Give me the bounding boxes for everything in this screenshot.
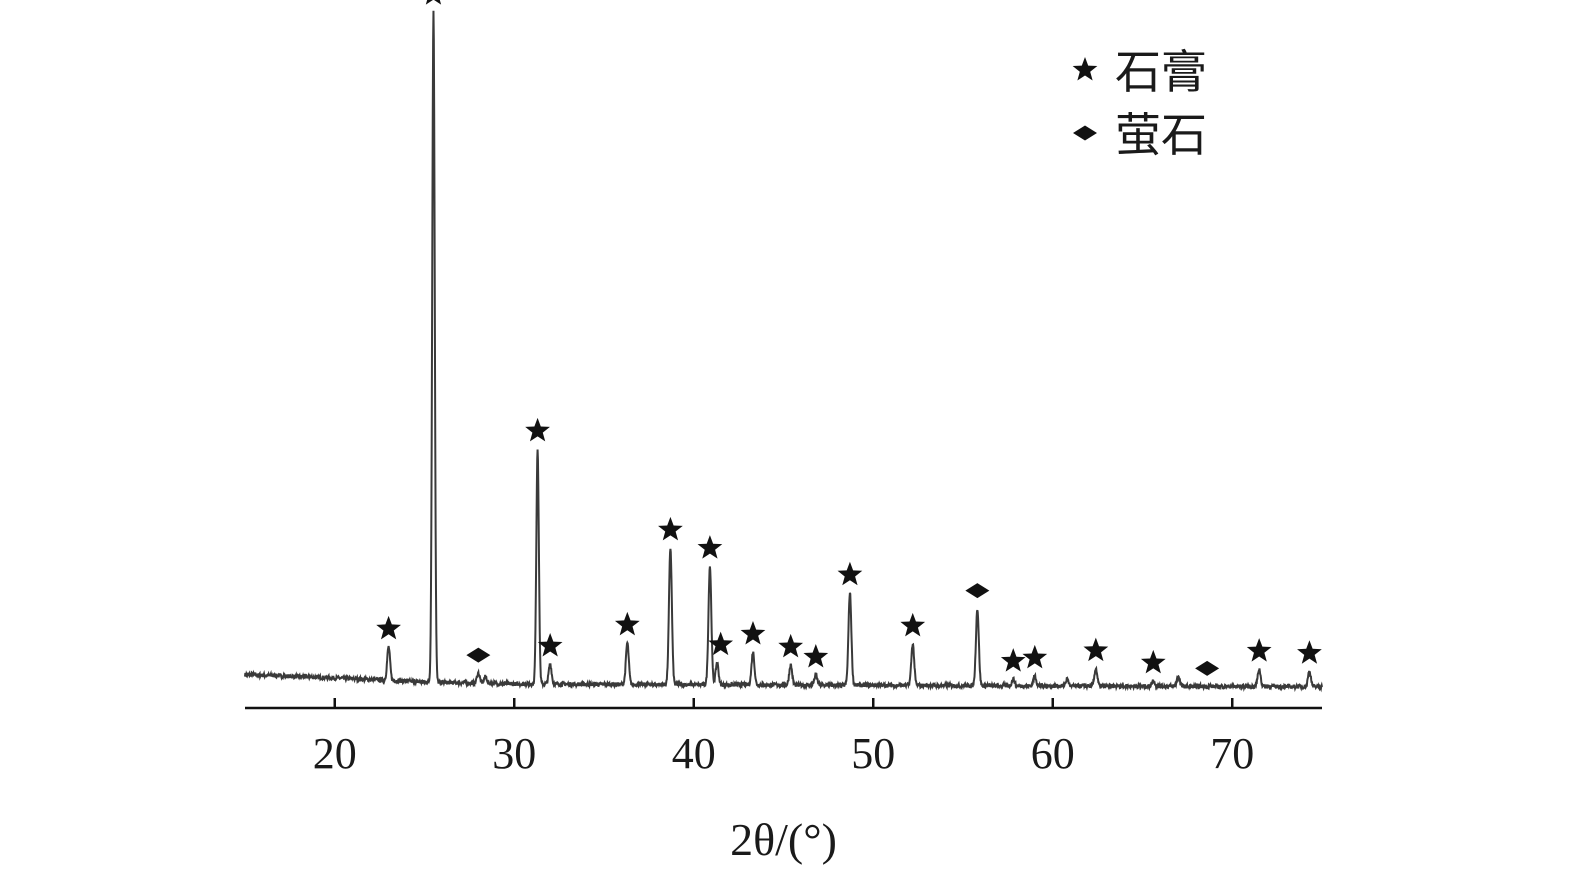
x-ticks: 20 30 40 50 60 70 (313, 698, 1254, 778)
peak-diamond-icon (965, 583, 990, 599)
peak-star-icon (1083, 637, 1109, 662)
peak-star-icon (614, 611, 640, 636)
peak-star-icon (525, 417, 550, 442)
legend-diamond-icon (1073, 125, 1097, 141)
peak-star-icon (1140, 649, 1166, 674)
legend-label-gypsum: 石膏 (1115, 45, 1207, 99)
peak-star-icon (697, 535, 723, 559)
peak-star-icon (537, 633, 563, 657)
x-tick-label: 70 (1210, 729, 1254, 778)
peak-diamond-icon (1195, 660, 1220, 676)
peak-star-icon (900, 612, 926, 637)
peak-star-icon (803, 644, 829, 668)
x-tick-label: 50 (851, 729, 895, 778)
peak-star-icon (1000, 648, 1026, 672)
legend-item-fluorite: 萤石 (1073, 108, 1207, 162)
legend-star-icon (1072, 57, 1098, 81)
peak-markers (376, 0, 1322, 676)
x-tick-label: 30 (492, 729, 536, 778)
xrd-pattern-line (244, 10, 1323, 693)
legend-label-fluorite: 萤石 (1115, 108, 1207, 162)
peak-star-icon (1246, 638, 1272, 662)
legend-diamond-shape (1073, 125, 1097, 141)
x-tick-label: 20 (313, 729, 357, 778)
peak-star-icon (778, 633, 804, 658)
peak-star-icon (740, 621, 766, 645)
peak-star-icon (658, 516, 683, 541)
peak-star-icon (1022, 644, 1048, 669)
legend-item-gypsum: 石膏 (1072, 45, 1207, 99)
legend: 石膏 萤石 (1072, 45, 1207, 162)
peak-star-icon (837, 561, 863, 586)
peak-star-icon (1297, 640, 1322, 664)
peak-star-icon (425, 0, 442, 5)
peak-diamond-icon (466, 647, 491, 663)
x-tick-label: 60 (1031, 729, 1075, 778)
x-axis-title: 2θ/(°) (730, 814, 837, 865)
peak-star-icon (708, 631, 734, 656)
legend-star-shape (1072, 57, 1098, 81)
plot-area (244, 10, 1323, 693)
peak-star-icon (376, 615, 401, 640)
x-tick-label: 40 (672, 729, 716, 778)
